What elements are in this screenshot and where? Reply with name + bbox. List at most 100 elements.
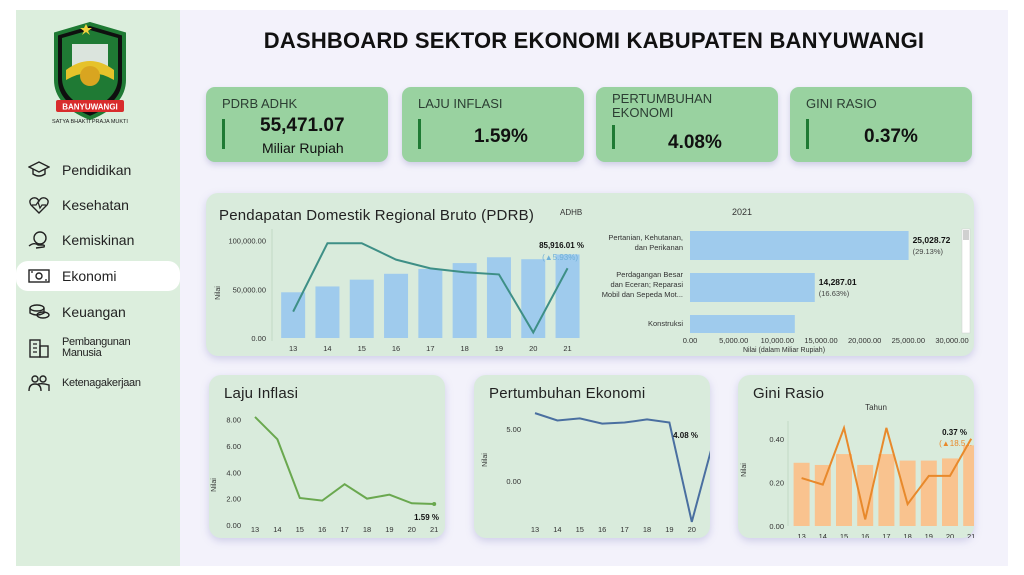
pdrb-x-tick-label: 17 [426,344,434,353]
sektor-category-label: Pertanian, Kehutanan, [608,233,683,242]
label-line: Pembangunan [62,336,131,348]
inflasi-y-label: Nilai [211,478,218,492]
pertumbuhan-chart-title: Pertumbuhan Ekonomi [489,385,646,402]
sidebar-item-pendidikan[interactable]: Pendidikan [16,155,180,185]
kpi-value: 1.59% [474,126,528,147]
pdrb-x-tick-label: 19 [495,344,503,353]
pertumbuhan-x-tick-label: 14 [553,525,561,534]
people-icon [28,375,50,392]
pdrb-y-tick-label: 50,000.00 [233,285,266,294]
inflasi-x-tick-label: 17 [340,525,348,534]
sidebar-item-ketenagakerjaan[interactable]: Ketenagakerjaan [16,368,180,398]
sidebar-item-kemiskinan[interactable]: Kemiskinan [16,225,180,255]
sektor-x-tick-label: 0.00 [683,336,698,345]
gini-chart-title: Gini Rasio [753,385,825,402]
gini-bar [793,462,810,526]
sidebar-item-label: Ekonomi [62,268,117,284]
inflasi-x-tick-label: 16 [318,525,326,534]
pertumbuhan-card: Pertumbuhan Ekonomi Nilai 5.00 0.00 13 14 15… [474,375,710,538]
pertumbuhan-x-tick-label: 17 [620,525,628,534]
gini-y-tick-label: 0.40 [769,435,784,444]
graduation-cap-icon [28,161,50,177]
pdrb-annotation-value: 85,916.01 % [539,241,584,250]
kpi-value: 0.37% [864,126,918,147]
kpi-title: LAJU INFLASI [418,96,503,111]
pdrb-legend-label: ADHB [560,208,582,217]
sektor-scrollbar[interactable] [961,228,971,334]
sidebar-item-label: Pembangunan Manusia [62,336,131,359]
gini-bar [836,454,852,526]
sidebar-item-pembangunan-manusia[interactable]: Pembangunan Manusia [16,333,180,363]
kpi-card-pertumbuhan: PERTUMBUHAN EKONOMI 4.08% [596,87,778,162]
pdrb-bar [384,273,409,338]
gini-y-label: Nilai [741,463,748,477]
sektor-x-tick-label: 15,000.00 [804,336,837,345]
inflasi-x-tick-label: 18 [363,525,371,534]
pdrb-bar [418,268,443,338]
sidebar-item-kesehatan[interactable]: Kesehatan [16,190,180,220]
gini-x-tick-label: 19 [925,532,933,538]
sektor-category-label: Perdagangan Besar [616,270,683,279]
sektor-x-tick-label: 5,000.00 [719,336,748,345]
pdrb-charts-svg: ADHB Nilai 100,000.00 50,000.00 0.00 13 14 15… [215,207,971,354]
kpi-accent-bar [612,125,615,149]
heart-pulse-icon [29,197,49,214]
pdrb-x-tick-label: 18 [460,344,468,353]
pdrb-card: Pendapatan Domestik Regional Bruto (PDRB… [206,193,974,356]
pdrb-chart-title: Pendapatan Domestik Regional Bruto (PDRB… [219,207,535,224]
gini-bar [878,454,895,526]
money-icon [28,269,50,283]
sektor-x-tick-label: 25,000.00 [892,336,925,345]
inflasi-end-point [432,502,437,507]
building-icon [29,339,49,358]
pertumbuhan-y-label: Nilai [482,453,489,467]
sektor-horizontal-bar-chart: 2021 Nilai (dalam Miliar Rupiah) 25,028.… [602,207,971,354]
inflasi-card: Laju Inflasi Nilai 8.00 6.00 4.00 2.00 0.00 1… [209,375,445,538]
sektor-x-tick-label: 20,000.00 [848,336,881,345]
gini-annotation-change: (▲18.5... [939,439,972,448]
pdrb-bar [281,292,306,338]
inflasi-x-tick-label: 20 [408,525,416,534]
inflasi-y-tick-label: 8.00 [226,416,241,425]
sidebar-item-label: Kesehatan [62,197,129,213]
kpi-value: 55,471.07 [260,115,345,136]
dashboard-frame: BANYUWANGI SATYA BHAKTI PRAJA MUKTI Pend… [16,10,1008,566]
inflasi-x-tick-label: 15 [296,525,304,534]
gini-card: Gini Rasio Tahun Nilai 0.40 0.20 0.00 13 14 1… [738,375,974,538]
pdrb-x-tick-label: 14 [323,344,331,353]
sidebar-item-label: Keuangan [62,304,126,320]
sidebar-item-keuangan[interactable]: Keuangan [16,297,180,327]
sektor-chart-title: 2021 [732,207,752,217]
sektor-value-label: 14,287.01 [819,277,857,287]
sektor-scroll-thumb[interactable] [963,230,969,240]
kpi-accent-bar [418,119,421,149]
sektor-x-label: Nilai (dalam Miliar Rupiah) [743,347,825,354]
gini-bar [920,460,937,526]
inflasi-x-tick-label: 14 [273,525,281,534]
pdrb-bar-line-chart: ADHB Nilai 100,000.00 50,000.00 0.00 13 14 15… [215,208,584,353]
inflasi-chart-title: Laju Inflasi [224,385,299,402]
pdrb-bar [452,263,477,338]
gini-annotation-value: 0.37 % [942,428,967,437]
pertumbuhan-line-chart: Nilai 5.000.001314151617181920214.08 % [482,412,710,534]
sektor-bar [690,315,795,333]
gini-bar [963,445,974,526]
pertumbuhan-y-tick-label: 5.00 [506,425,521,434]
page-title: DASHBOARD SEKTOR EKONOMI KABUPATEN BANYU… [263,28,925,53]
inflasi-y-tick-label: 4.00 [226,468,241,477]
gini-bar [857,464,874,526]
pertumbuhan-end-label: 4.08 % [673,431,698,440]
pdrb-annotation-change: (▲5.93%) [542,253,578,262]
pdrb-x-tick-label: 16 [392,344,400,353]
gini-chart-svg: Tahun Nilai 0.40 0.20 0.00 13 14 15 16 17 18 19 20… [741,403,974,538]
pdrb-bar [349,279,374,338]
gini-x-tick-label: 15 [840,532,848,538]
pertumbuhan-x-tick-label: 20 [688,525,696,534]
inflasi-y-tick-label: 0.00 [226,521,241,530]
sidebar-item-ekonomi[interactable]: Ekonomi [16,261,180,291]
gini-x-tick-label: 18 [903,532,911,538]
sektor-bar [690,231,909,260]
pertumbuhan-y-tick-label: 0.00 [506,477,521,486]
sektor-share-label: (29.13%) [913,247,944,256]
pdrb-y-label: Nilai [215,286,222,300]
